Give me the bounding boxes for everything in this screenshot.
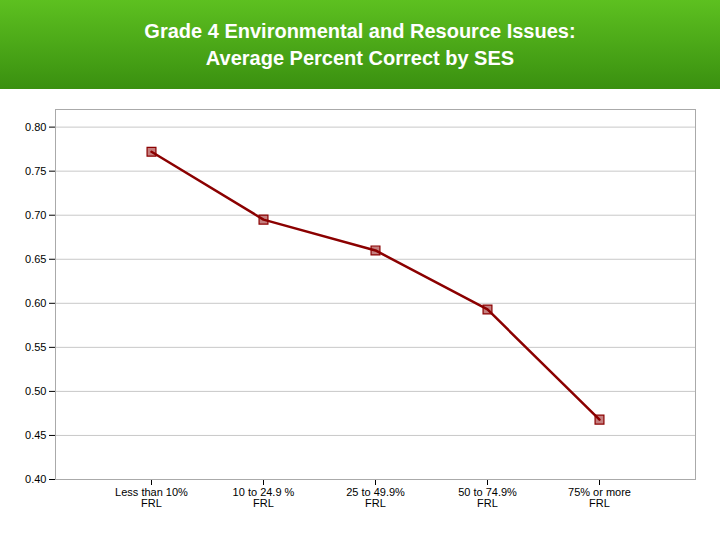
- html-text:Grade 4 Environmental and Reso: Grade 4 Environmental and Resource Issue…: [144, 19, 576, 42]
- svg-text:0.55: 0.55: [25, 341, 46, 353]
- svg-text:0.70: 0.70: [25, 209, 46, 221]
- svg-text:0.80: 0.80: [25, 121, 46, 133]
- svg-text:0.40: 0.40: [25, 473, 46, 485]
- svg-text:0.75: 0.75: [25, 165, 46, 177]
- svg-text:0.65: 0.65: [25, 253, 46, 265]
- svg-text:0.45: 0.45: [25, 429, 46, 441]
- svg-text:Less than 10%FRL: Less than 10%FRL: [115, 486, 188, 509]
- svg-text:0.60: 0.60: [25, 297, 46, 309]
- svg-text:0.50: 0.50: [25, 385, 46, 397]
- svg-text:10 to 24.9 %FRL: 10 to 24.9 %FRL: [233, 486, 295, 509]
- svg-text:75% or moreFRL: 75% or moreFRL: [568, 486, 631, 509]
- svg-text:50 to 74.9%FRL: 50 to 74.9%FRL: [458, 486, 517, 509]
- svg-text:25 to 49.9%FRL: 25 to 49.9%FRL: [346, 486, 405, 509]
- html-text:Average Percent Correct by SES: Average Percent Correct by SES: [205, 46, 515, 69]
